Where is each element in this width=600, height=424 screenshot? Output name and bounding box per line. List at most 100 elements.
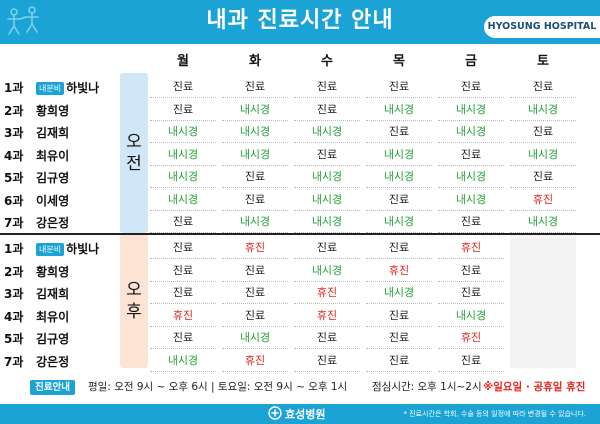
schedule-info: 진료안내 평일: 오전 9시 ~ 오후 6시 | 토요일: 오전 9시 ~ 오후…: [0, 376, 600, 398]
schedule-cell: 내시경: [294, 166, 360, 188]
department-badge: 내분비: [36, 243, 65, 256]
doctor-name: 김재희: [36, 287, 70, 301]
day-header: 월: [177, 54, 189, 69]
doctor-row-label: 5과 김규영: [4, 327, 69, 349]
schedule-cell: 진료: [222, 166, 288, 188]
doctor-row-label: 7과 강은정: [4, 211, 69, 233]
schedule-cell: 진료: [150, 237, 216, 259]
info-badge: 진료안내: [30, 380, 75, 395]
schedule-cell: 내시경: [510, 144, 576, 166]
schedule-cell: 진료: [366, 237, 432, 259]
schedule-cell: 내시경: [366, 99, 432, 121]
schedule-cell: 진료: [294, 237, 360, 259]
schedule-cell: 내시경: [294, 189, 360, 211]
schedule-cell: 진료: [222, 76, 288, 98]
doctor-row-label: 2과 황희영: [4, 260, 69, 282]
afternoon-session-band: 오 후: [120, 234, 148, 368]
schedule-cell: 휴진: [150, 305, 216, 327]
doctor-name: 강은정: [36, 216, 70, 230]
schedule-cell: 진료: [150, 76, 216, 98]
schedule-change-note: * 진료시간은 학회, 수술 등의 일정에 따라 변경될 수 있습니다.: [403, 410, 586, 418]
schedule-cell: 진료: [366, 189, 432, 211]
schedule-cell: 진료: [222, 260, 288, 282]
schedule-cell: 내시경: [222, 211, 288, 233]
doctor-row-label: 4과 최유이: [4, 144, 69, 166]
schedule-cell: 내시경: [222, 99, 288, 121]
morning-session-band: 오 전: [120, 73, 148, 233]
clinic-number: 2과: [4, 264, 24, 279]
schedule-cell: 휴진: [222, 237, 288, 259]
schedule-cell: 휴진: [366, 260, 432, 282]
day-header: 화: [249, 54, 261, 69]
schedule-cell: 내시경: [222, 327, 288, 349]
schedule-cell: 진료: [150, 327, 216, 349]
schedule-cell: 진료: [438, 350, 504, 372]
schedule-cell: 내시경: [150, 121, 216, 143]
schedule-cell: 휴진: [438, 237, 504, 259]
clinic-number: 3과: [4, 287, 24, 301]
header-bar: 내과 진료시간 안내 HYOSUNG HOSPITAL: [0, 0, 600, 44]
clinic-number: 3과: [4, 126, 24, 140]
schedule-cell: 내시경: [294, 121, 360, 143]
hospital-name-badge: HYOSUNG HOSPITAL: [484, 16, 600, 38]
schedule-cell: 내시경: [150, 166, 216, 188]
schedule-cell: 내시경: [150, 144, 216, 166]
doctor-name: 황희영: [36, 103, 70, 118]
schedule-cell: 진료: [150, 260, 216, 282]
schedule-cell: 내시경: [222, 144, 288, 166]
schedule-cell: 내시경: [438, 99, 504, 121]
schedule-cell: 내시경: [438, 305, 504, 327]
schedule-cell: 진료: [150, 211, 216, 233]
holiday-notice: ※일요일 · 공휴일 휴진: [483, 381, 586, 393]
clinic-number: 5과: [4, 171, 24, 185]
schedule-cell: 내시경: [366, 282, 432, 304]
schedule-cell: 진료: [438, 76, 504, 98]
doctor-row-label: 1과 내분비 하빛나: [4, 237, 99, 259]
schedule-cell: 진료: [150, 282, 216, 304]
opening-hours: 평일: 오전 9시 ~ 오후 6시 | 토요일: 오전 9시 ~ 오후 1시: [88, 381, 348, 393]
schedule-cell: 진료: [222, 305, 288, 327]
clinic-number: 4과: [4, 148, 24, 163]
clinic-number: 4과: [4, 309, 24, 324]
hospital-logo-icon: [268, 406, 282, 420]
doctor-row-label: 4과 최유이: [4, 305, 69, 327]
schedule-cell: 내시경: [150, 189, 216, 211]
schedule-cell: 휴진: [294, 305, 360, 327]
schedule-cell: 내시경: [510, 99, 576, 121]
page-title: 내과 진료시간 안내: [206, 8, 394, 33]
schedule-cell: 진료: [438, 260, 504, 282]
schedule-cell: 진료: [294, 327, 360, 349]
clinic-number: 7과: [4, 354, 24, 369]
schedule-cell: 진료: [294, 99, 360, 121]
schedule-cell: 내시경: [294, 211, 360, 233]
doctor-row-label: 6과 이세영: [4, 189, 69, 211]
schedule-cell: 내시경: [510, 211, 576, 233]
schedule-cell: 진료: [294, 350, 360, 372]
session-divider: [0, 233, 600, 235]
schedule-cell: 내시경: [438, 121, 504, 143]
doctor-name: 강은정: [36, 354, 70, 369]
schedule-cell: 내시경: [294, 260, 360, 282]
doctor-name: 김규영: [36, 332, 70, 346]
day-header: 금: [465, 54, 477, 69]
doctor-row-label: 5과 김규영: [4, 166, 69, 188]
schedule-cell: 진료: [366, 76, 432, 98]
clinic-number: 2과: [4, 103, 24, 118]
clinic-number: 5과: [4, 332, 24, 346]
schedule-cell: 진료: [222, 282, 288, 304]
hospital-logo: 효성병원: [268, 406, 325, 423]
schedule-cell: 진료: [366, 305, 432, 327]
schedule-cell: 진료: [294, 76, 360, 98]
doctor-name: 최유이: [36, 148, 70, 163]
doctor-name: 김재희: [36, 126, 70, 140]
schedule-cell: 내시경: [366, 144, 432, 166]
schedule-cell: 진료: [510, 166, 576, 188]
doctor-name: 하빛나: [66, 242, 100, 256]
people-decoration-icon: [7, 6, 39, 35]
clinic-number: 1과: [4, 81, 24, 95]
schedule-cell: 내시경: [438, 189, 504, 211]
schedule-cell: 휴진: [438, 327, 504, 349]
clinic-number: 1과: [4, 242, 24, 256]
doctor-row-label: 3과 김재희: [4, 282, 69, 304]
schedule-cell: 진료: [366, 121, 432, 143]
